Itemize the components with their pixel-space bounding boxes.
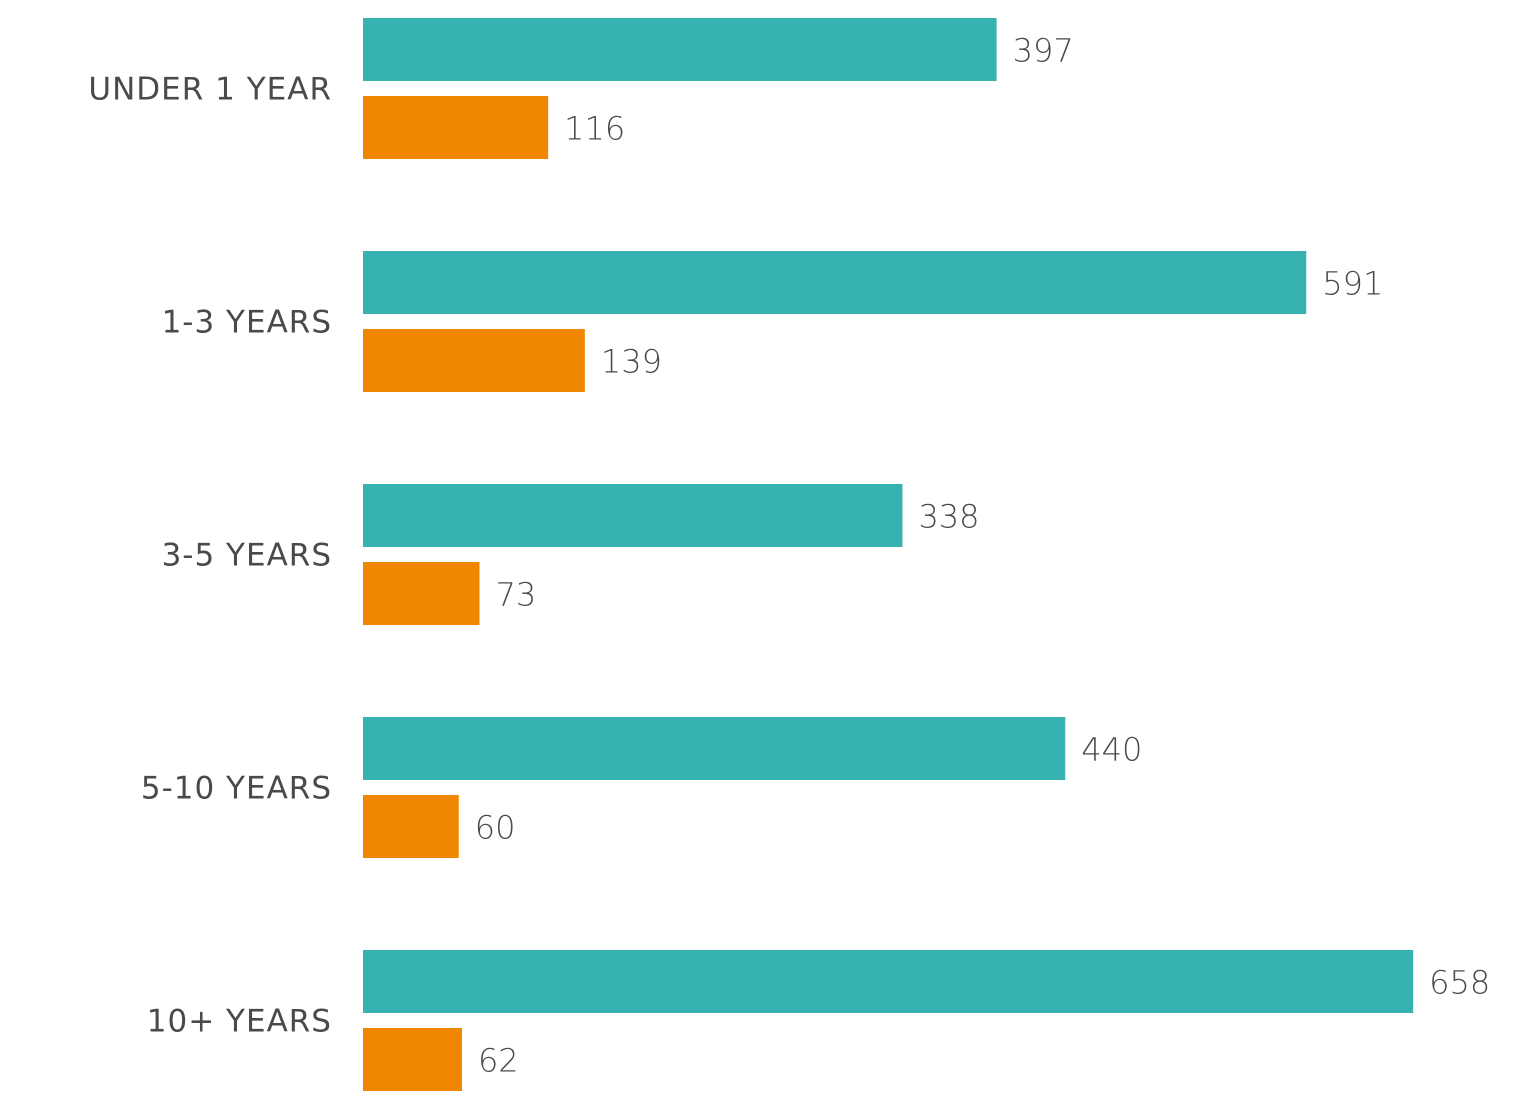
value-label-5-10-years-series-2: 60 — [475, 809, 516, 847]
value-label-under-1-year-series-1: 397 — [1013, 32, 1074, 70]
category-label-3-5-years: 3-5 YEARS — [162, 538, 332, 574]
bar-3-5-years-series-1 — [363, 484, 903, 547]
bar-3-5-years-series-2 — [363, 562, 480, 625]
bar-10-years-series-1 — [363, 950, 1414, 1013]
bars — [363, 18, 1414, 1091]
value-label-10-years-series-1: 658 — [1429, 964, 1490, 1002]
value-label-3-5-years-series-2: 73 — [496, 576, 537, 614]
category-label-1-3-years: 1-3 YEARS — [162, 305, 332, 341]
bar-under-1-year-series-1 — [363, 18, 997, 81]
category-label-5-10-years: 5-10 YEARS — [141, 771, 332, 807]
value-label-1-3-years-series-2: 139 — [601, 343, 662, 381]
value-label-under-1-year-series-2: 116 — [564, 110, 625, 148]
category-label-10-years: 10+ YEARS — [147, 1004, 332, 1040]
value-label-5-10-years-series-1: 440 — [1081, 731, 1142, 769]
bar-1-3-years-series-2 — [363, 329, 585, 392]
category-label-under-1-year: UNDER 1 YEAR — [88, 72, 332, 108]
bar-under-1-year-series-2 — [363, 96, 549, 159]
value-labels: 397 116 591 139 338 73 440 60 658 62 — [475, 32, 1490, 1080]
value-label-10-years-series-2: 62 — [478, 1042, 519, 1080]
bar-10-years-series-2 — [363, 1028, 462, 1091]
bar-5-10-years-series-1 — [363, 717, 1066, 780]
value-label-3-5-years-series-1: 338 — [918, 498, 979, 536]
value-label-1-3-years-series-1: 591 — [1322, 265, 1383, 303]
category-labels: UNDER 1 YEAR 1-3 YEARS 3-5 YEARS 5-10 YEARS… — [88, 72, 332, 1040]
bar-1-3-years-series-1 — [363, 251, 1307, 314]
bar-5-10-years-series-2 — [363, 795, 459, 858]
